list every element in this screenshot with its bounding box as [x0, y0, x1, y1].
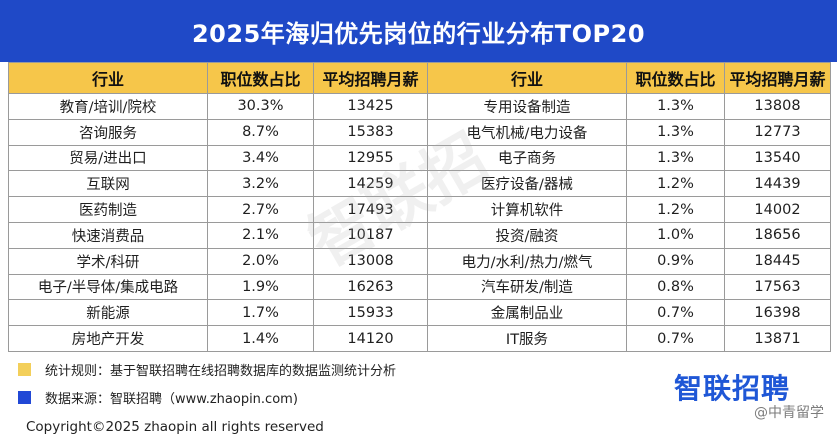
table-row: 医药制造 2.7% 17493 计算机软件 1.2% 14002 [8, 196, 831, 223]
industry-right-cell: 电气机械/电力设备 [427, 118, 627, 146]
salary-right-cell: 18656 [724, 221, 831, 249]
salary-right-cell: 18445 [724, 247, 831, 275]
salary-left-cell: 10187 [313, 221, 428, 249]
col-header-industry-left: 行业 [8, 62, 208, 94]
industry-left-cell: 电子/半导体/集成电路 [8, 273, 208, 301]
table-body: 教育/培训/院校 30.3% 13425 专用设备制造 1.3% 13808 咨询服务 8.7… [8, 93, 831, 352]
industry-right-cell: 计算机软件 [427, 196, 627, 223]
share-left-cell: 3.4% [207, 144, 314, 172]
salary-right-cell: 14439 [724, 170, 831, 198]
blue-square-icon [18, 391, 31, 404]
share-left-cell: 30.3% [207, 93, 314, 120]
col-header-industry-right: 行业 [427, 62, 627, 94]
rule-note-text: 统计规则：基于智联招聘在线招聘数据库的数据监测统计分析 [45, 364, 397, 379]
industry-right-cell: 医疗设备/器械 [427, 170, 627, 198]
salary-left-cell: 13008 [313, 247, 428, 275]
share-right-cell: 1.0% [626, 221, 725, 249]
industry-left-cell: 房地产开发 [8, 325, 208, 352]
industry-right-cell: 电子商务 [427, 144, 627, 172]
industry-left-cell: 新能源 [8, 299, 208, 327]
industry-left-cell: 咨询服务 [8, 118, 208, 146]
table-row: 房地产开发 1.4% 14120 IT服务 0.7% 13871 [8, 325, 831, 352]
table-row: 新能源 1.7% 15933 金属制品业 0.7% 16398 [8, 299, 831, 327]
salary-right-cell: 13540 [724, 144, 831, 172]
salary-left-cell: 15933 [313, 299, 428, 327]
salary-right-cell: 12773 [724, 118, 831, 146]
share-left-cell: 2.7% [207, 196, 314, 223]
industry-right-cell: 汽车研发/制造 [427, 273, 627, 301]
copyright-text: Copyright©2025 zhaopin all rights reserv… [26, 419, 324, 435]
salary-left-cell: 13425 [313, 93, 428, 120]
share-left-cell: 2.0% [207, 247, 314, 275]
yellow-square-icon [18, 363, 31, 376]
share-right-cell: 1.3% [626, 93, 725, 120]
table-row: 咨询服务 8.7% 15383 电气机械/电力设备 1.3% 12773 [8, 118, 831, 146]
salary-left-cell: 14259 [313, 170, 428, 198]
share-right-cell: 1.2% [626, 170, 725, 198]
salary-left-cell: 17493 [313, 196, 428, 223]
col-header-share-right: 职位数占比 [626, 62, 725, 94]
col-header-salary-left: 平均招聘月薪 [313, 62, 428, 94]
share-left-cell: 1.4% [207, 325, 314, 352]
share-left-cell: 8.7% [207, 118, 314, 146]
col-header-salary-right: 平均招聘月薪 [724, 62, 831, 94]
source-note-text: 数据来源：智联招聘（www.zhaopin.com) [45, 392, 298, 407]
notes-section: 统计规则：基于智联招聘在线招聘数据库的数据监测统计分析 数据来源：智联招聘（ww… [8, 347, 830, 441]
table-row: 教育/培训/院校 30.3% 13425 专用设备制造 1.3% 13808 [8, 93, 831, 120]
industry-left-cell: 贸易/进出口 [8, 144, 208, 172]
share-right-cell: 0.7% [626, 299, 725, 327]
table-row: 学术/科研 2.0% 13008 电力/水利/热力/燃气 0.9% 18445 [8, 247, 831, 275]
share-left-cell: 1.9% [207, 273, 314, 301]
table-header-row: 行业 职位数占比 平均招聘月薪 行业 职位数占比 平均招聘月薪 [8, 62, 831, 94]
table-row: 贸易/进出口 3.4% 12955 电子商务 1.3% 13540 [8, 144, 831, 172]
salary-right-cell: 13871 [724, 325, 831, 352]
share-right-cell: 1.3% [626, 118, 725, 146]
share-right-cell: 0.9% [626, 247, 725, 275]
title-bar: 2025年海归优先岗位的行业分布TOP20 [0, 0, 837, 62]
industry-left-cell: 医药制造 [8, 196, 208, 223]
table-row: 电子/半导体/集成电路 1.9% 16263 汽车研发/制造 0.8% 17563 [8, 273, 831, 301]
share-left-cell: 2.1% [207, 221, 314, 249]
brand-logo: 智联招聘 [673, 372, 790, 405]
table-row: 快速消费品 2.1% 10187 投资/融资 1.0% 18656 [8, 221, 831, 249]
page-title: 2025年海归优先岗位的行业分布TOP20 [191, 19, 646, 48]
industry-left-cell: 教育/培训/院校 [8, 93, 208, 120]
source-note: 数据来源：智联招聘（www.zhaopin.com) [18, 388, 298, 407]
industry-right-cell: IT服务 [427, 325, 627, 352]
salary-right-cell: 13808 [724, 93, 831, 120]
col-header-share-left: 职位数占比 [207, 62, 314, 94]
share-right-cell: 0.8% [626, 273, 725, 301]
account-watermark: @中青留学 [754, 405, 824, 421]
salary-right-cell: 16398 [724, 299, 831, 327]
industry-table: 行业 职位数占比 平均招聘月薪 行业 职位数占比 平均招聘月薪 教育/培训/院校… [8, 62, 831, 352]
rule-note: 统计规则：基于智联招聘在线招聘数据库的数据监测统计分析 [18, 360, 396, 379]
industry-right-cell: 专用设备制造 [427, 93, 627, 120]
table-row: 互联网 3.2% 14259 医疗设备/器械 1.2% 14439 [8, 170, 831, 198]
salary-left-cell: 16263 [313, 273, 428, 301]
salary-left-cell: 15383 [313, 118, 428, 146]
salary-left-cell: 12955 [313, 144, 428, 172]
industry-left-cell: 学术/科研 [8, 247, 208, 275]
share-right-cell: 1.3% [626, 144, 725, 172]
industry-left-cell: 互联网 [8, 170, 208, 198]
share-right-cell: 1.2% [626, 196, 725, 223]
share-left-cell: 1.7% [207, 299, 314, 327]
industry-right-cell: 金属制品业 [427, 299, 627, 327]
share-left-cell: 3.2% [207, 170, 314, 198]
salary-right-cell: 17563 [724, 273, 831, 301]
industry-right-cell: 电力/水利/热力/燃气 [427, 247, 627, 275]
salary-right-cell: 14002 [724, 196, 831, 223]
industry-left-cell: 快速消费品 [8, 221, 208, 249]
industry-right-cell: 投资/融资 [427, 221, 627, 249]
